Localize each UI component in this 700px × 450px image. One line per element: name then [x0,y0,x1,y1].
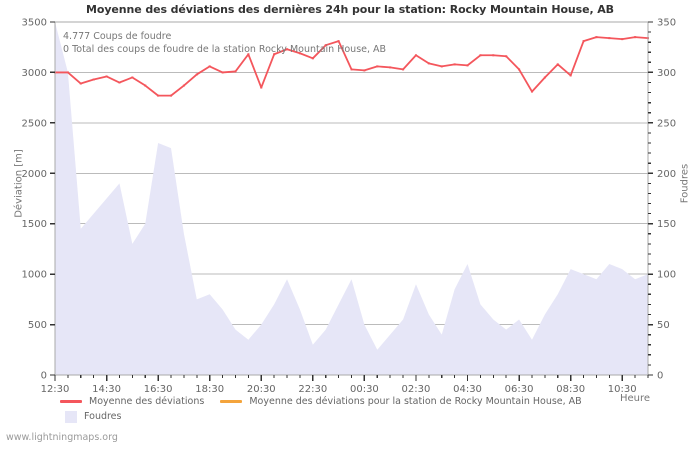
y-axis-left-tick-label: 2500 [22,118,47,129]
data-point-marker [273,53,276,56]
legend-swatch-area-icon [65,410,77,423]
data-point-marker [595,36,598,39]
y-axis-left-title: Déviation [m] [13,149,25,218]
y-axis-left-tick-label: 500 [28,320,47,331]
data-point-marker [479,54,482,57]
plot-annotation-line: 0 Total des coups de foudre de la statio… [63,44,386,55]
legend-label-station-deviation: Moyenne des déviations pour la station d… [249,395,582,407]
legend-item-strikes[interactable]: Foudres [60,410,122,423]
data-point-marker [492,54,495,57]
x-axis-tick-label: 04:30 [453,384,482,395]
data-point-marker [208,65,211,68]
y-axis-right-tick-label: 350 [657,18,676,29]
data-point-marker [402,68,405,71]
data-point-marker [363,69,366,72]
y-axis-right-tick-label: 100 [657,270,676,281]
x-axis-tick-label: 20:30 [247,384,276,395]
legend-label-deviation: Moyenne des déviations [89,395,205,407]
chart-title: Moyenne des déviations des dernières 24h… [86,3,614,16]
data-point-marker [298,52,301,55]
plot-annotation-line: 4.777 Coups de foudre [63,31,171,42]
data-point-marker [337,40,340,43]
data-point-marker [505,55,508,58]
y-axis-left-tick-label: 0 [41,371,47,382]
data-point-marker [543,76,546,79]
data-point-marker [414,54,417,57]
data-point-marker [453,63,456,66]
chart-legend: Moyenne des déviations Moyenne des dévia… [60,394,640,424]
data-point-marker [530,90,533,93]
data-point-marker [157,94,160,97]
y-axis-left-tick-label: 2000 [22,169,47,180]
x-axis-tick-label: 08:30 [556,384,585,395]
legend-row-2: Foudres [60,409,640,424]
x-axis-tick-label: 22:30 [298,384,327,395]
data-point-marker [350,68,353,71]
legend-swatch-line-icon [60,400,82,403]
data-point-marker [621,38,624,41]
data-point-marker [311,57,314,60]
data-point-marker [389,66,392,69]
y-axis-right-title: Foudres [679,163,691,204]
data-point-marker [376,65,379,68]
data-point-marker [182,84,185,87]
data-point-marker [144,84,147,87]
y-axis-right-tick-label: 150 [657,219,676,230]
data-point-marker [466,64,469,67]
data-point-marker [440,65,443,68]
x-axis-tick-label: 14:30 [92,384,121,395]
x-axis-tick-label: 12:30 [41,384,70,395]
data-point-marker [170,94,173,97]
y-axis-right-tick-label: 250 [657,118,676,129]
x-axis-tick-label: 10:30 [608,384,637,395]
x-axis-tick-label: 02:30 [402,384,431,395]
data-point-marker [634,36,637,39]
data-point-marker [92,78,95,81]
y-axis-left-tick-label: 1000 [22,270,47,281]
data-point-marker [131,76,134,79]
legend-row-1: Moyenne des déviations Moyenne des dévia… [60,394,640,409]
data-point-marker [79,82,82,85]
data-point-marker [247,53,250,56]
legend-item-deviation[interactable]: Moyenne des déviations [60,396,204,408]
x-axis-title: Heure [620,393,651,404]
series-area-strikes [55,22,648,375]
data-point-marker [234,70,237,73]
data-point-marker [324,44,327,47]
data-point-marker [105,75,108,78]
data-point-marker [286,48,289,51]
x-axis-tick-label: 00:30 [350,384,379,395]
y-axis-right-tick-label: 0 [657,371,663,382]
data-point-marker [518,68,521,71]
data-point-marker [556,63,559,66]
data-point-marker [569,74,572,77]
y-axis-left-tick-label: 1500 [22,219,47,230]
data-point-marker [195,73,198,76]
legend-label-strikes: Foudres [84,410,122,422]
y-axis-right-tick-label: 200 [657,169,676,180]
data-point-marker [66,71,69,74]
data-point-marker [608,37,611,40]
legend-item-station-deviation[interactable]: Moyenne des déviations pour la station d… [220,395,582,408]
data-point-marker [260,86,263,89]
data-point-marker [118,81,121,84]
y-axis-left-tick-label: 3000 [22,68,47,79]
data-point-marker [221,71,224,74]
legend-swatch-line-icon [220,400,243,403]
x-axis-tick-label: 06:30 [505,384,534,395]
x-axis-tick-label: 16:30 [144,384,173,395]
y-axis-left-tick-label: 3500 [22,18,47,29]
y-axis-right-tick-label: 300 [657,68,676,79]
footer-watermark: www.lightningmaps.org [6,432,118,443]
data-point-marker [582,40,585,43]
y-axis-right-tick-label: 50 [657,320,670,331]
data-point-marker [427,62,430,65]
x-axis-tick-label: 18:30 [195,384,224,395]
